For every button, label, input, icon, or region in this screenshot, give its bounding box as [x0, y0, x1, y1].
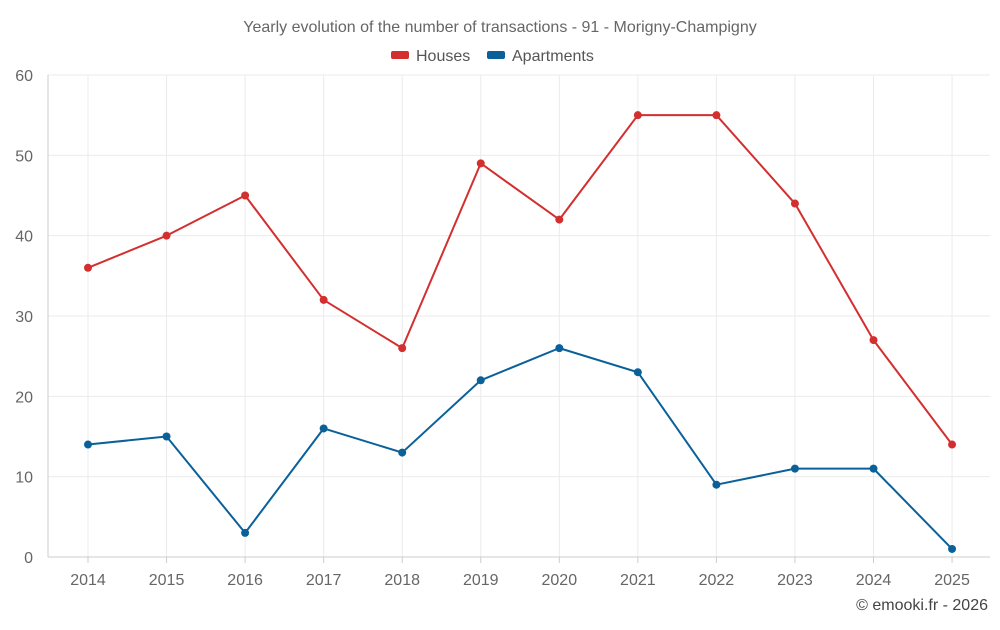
data-point-apartments-2024[interactable] [869, 464, 878, 473]
legend-label-apartments: Apartments [512, 48, 594, 65]
data-point-houses-2014[interactable] [84, 263, 92, 272]
series-houses [84, 111, 957, 449]
y-tick-label: 10 [15, 470, 33, 487]
series-line-apartments [87, 347, 954, 550]
data-point-apartments-2023[interactable] [790, 464, 799, 473]
data-point-houses-2021[interactable] [633, 111, 642, 120]
legend-swatch-apartments [487, 51, 505, 59]
data-point-apartments-2021[interactable] [633, 368, 642, 377]
data-point-houses-2020[interactable] [555, 215, 564, 224]
y-tick-label: 50 [15, 148, 33, 165]
credit-text: © emooki.fr - 2026 [856, 597, 988, 614]
series-line-houses [87, 114, 954, 446]
grid [48, 74, 990, 557]
legend-label-houses: Houses [416, 48, 470, 65]
data-point-houses-2025[interactable] [948, 440, 957, 449]
y-tick-label: 40 [15, 229, 33, 246]
data-point-apartments-2015[interactable] [162, 432, 171, 441]
chart-title: Yearly evolution of the number of transa… [243, 19, 756, 36]
legend-swatch-houses [391, 51, 409, 59]
y-tick-label: 60 [15, 68, 33, 85]
x-tick-label: 2020 [542, 572, 578, 589]
data-point-houses-2018[interactable] [398, 344, 407, 353]
data-point-apartments-2025[interactable] [948, 544, 957, 553]
data-point-houses-2015[interactable] [162, 231, 171, 240]
data-point-apartments-2019[interactable] [476, 376, 485, 385]
data-point-houses-2023[interactable] [790, 199, 799, 208]
x-tick-label: 2017 [306, 572, 342, 589]
x-tick-label: 2021 [620, 572, 656, 589]
data-point-apartments-2016[interactable] [241, 528, 250, 537]
y-tick-label: 30 [15, 309, 33, 326]
x-tick-label: 2018 [384, 572, 420, 589]
data-point-apartments-2020[interactable] [555, 344, 564, 353]
data-point-houses-2022[interactable] [712, 111, 721, 120]
x-tick-label: 2015 [149, 572, 185, 589]
series-layer [84, 111, 957, 553]
x-tick-label: 2025 [934, 572, 970, 589]
data-point-houses-2019[interactable] [476, 159, 485, 168]
legend-item-houses[interactable]: Houses [391, 48, 470, 65]
x-tick-label: 2024 [856, 572, 892, 589]
axes: 0 10 20 30 40 50 60 2014 2015 2016 2017 2018 2019 202… [15, 68, 990, 589]
data-point-houses-2017[interactable] [319, 295, 328, 304]
y-tick-label: 20 [15, 389, 33, 406]
data-point-apartments-2014[interactable] [84, 440, 92, 449]
series-apartments [84, 344, 957, 553]
data-point-apartments-2017[interactable] [319, 424, 328, 433]
x-tick-label: 2022 [699, 572, 735, 589]
x-tick-label: 2019 [463, 572, 499, 589]
x-tick-label: 2016 [227, 572, 263, 589]
legend-item-apartments[interactable]: Apartments [487, 48, 594, 65]
data-point-houses-2016[interactable] [241, 191, 250, 200]
x-tick-label: 2014 [70, 572, 106, 589]
legend: Houses Apartments [391, 48, 594, 65]
y-tick-label: 0 [24, 550, 33, 567]
data-point-apartments-2018[interactable] [398, 448, 407, 457]
data-point-houses-2024[interactable] [869, 336, 878, 345]
data-point-apartments-2022[interactable] [712, 480, 721, 489]
x-tick-label: 2023 [777, 572, 813, 589]
